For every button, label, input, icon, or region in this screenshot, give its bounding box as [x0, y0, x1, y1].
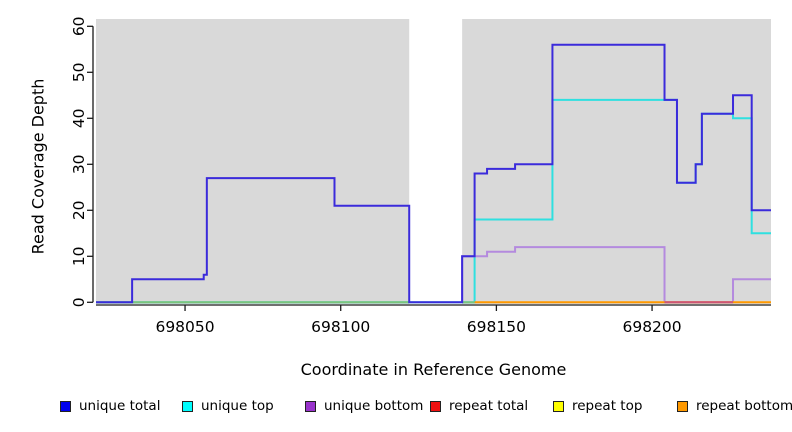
legend: unique total unique top unique bottom repea… — [0, 396, 792, 426]
legend-label: repeat top — [572, 398, 643, 414]
x-tick-label: 698150 — [467, 318, 526, 336]
legend-item-unique-top: unique top — [182, 396, 274, 416]
series-line-unique-total — [96, 43, 771, 304]
y-tick-label: 20 — [70, 200, 88, 220]
x-tick-label: 698100 — [311, 318, 370, 336]
y-axis-title: Read Coverage Depth — [28, 78, 48, 255]
legend-swatch-unique-bottom — [305, 400, 316, 412]
legend-item-unique-bottom: unique bottom — [305, 396, 423, 416]
legend-label: repeat bottom — [696, 398, 792, 414]
legend-item-repeat-bottom: repeat bottom — [677, 396, 792, 416]
legend-label: unique top — [201, 398, 274, 414]
legend-label: unique bottom — [324, 398, 424, 414]
legend-label: repeat total — [449, 398, 529, 414]
legend-item-unique-total: unique total — [60, 396, 160, 416]
masked-region — [409, 19, 463, 304]
legend-label: unique total — [79, 398, 161, 414]
x-axis-title: Coordinate in Reference Genome — [300, 360, 567, 379]
legend-swatch-repeat-bottom — [677, 400, 688, 412]
y-tick-label: 60 — [70, 16, 88, 36]
y-tick-label: 0 — [70, 297, 88, 307]
legend-swatch-repeat-top — [553, 400, 564, 412]
y-tick-label: 40 — [70, 108, 88, 128]
series-line-unique-bottom — [461, 246, 771, 304]
legend-swatch-repeat-total — [430, 400, 441, 412]
legend-item-repeat-total: repeat total — [430, 396, 528, 416]
y-tick-label: 10 — [70, 246, 88, 266]
x-tick-label: 698050 — [155, 318, 214, 336]
legend-item-repeat-top: repeat top — [553, 396, 642, 416]
y-tick-label: 50 — [70, 62, 88, 82]
legend-swatch-unique-top — [182, 400, 193, 412]
legend-swatch-unique-total — [60, 400, 71, 412]
y-tick-label: 30 — [70, 154, 88, 174]
x-tick-label: 698200 — [622, 318, 681, 336]
